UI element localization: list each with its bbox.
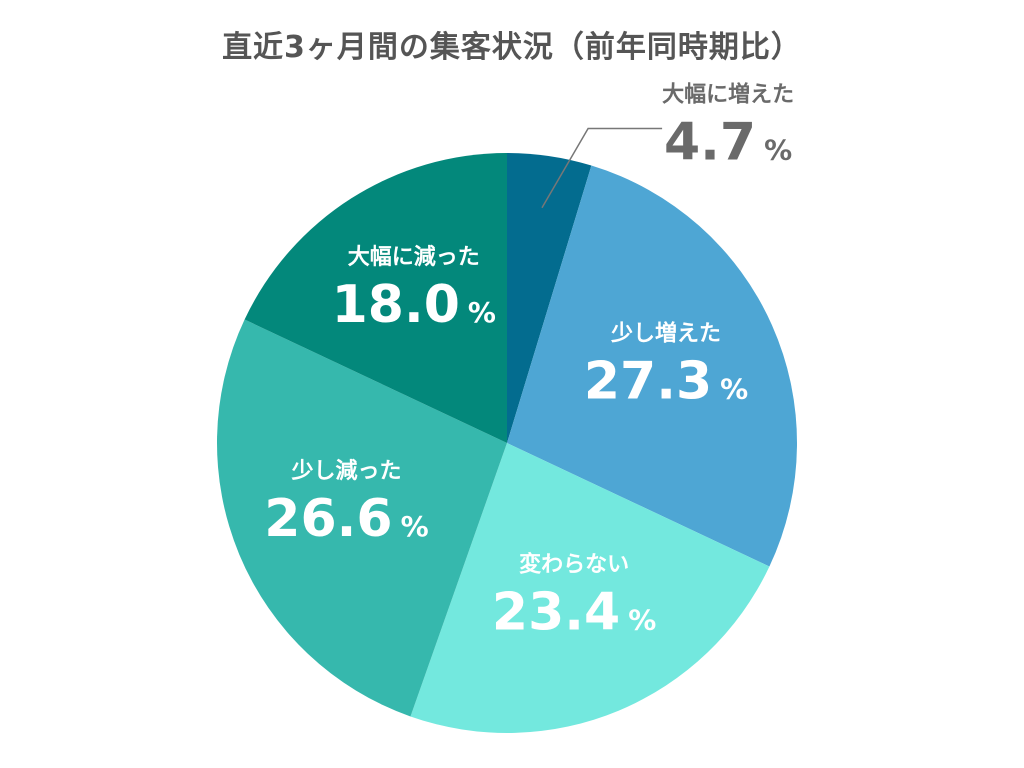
pie-slice-2 [507, 165, 798, 567]
leader-line-1 [541, 127, 663, 209]
pie-slice-5 [244, 153, 507, 443]
slice-value-5: 18.0% [332, 275, 496, 335]
slice-label-3: 変わらない [519, 552, 629, 578]
slice-label-2: 少し増えた [610, 320, 721, 346]
slice-label-1: 大幅に増えた [662, 81, 794, 107]
pie-slice-4 [217, 319, 507, 717]
slice-value-1: 4.7% [664, 112, 792, 172]
slice-value-2: 27.3% [584, 351, 748, 411]
pie-slice-3 [410, 443, 770, 734]
pie-slice-1 [507, 153, 592, 443]
chart-title: 直近3ヶ月間の集客状況（前年同時期比） [222, 30, 802, 65]
slice-label-4: 少し減った [290, 459, 401, 484]
slice-value-3: 23.4% [492, 583, 656, 643]
pie-labels: 大幅に増えた 4.7 % 少し増えた 27.3 % 変わらない 23.4 % 少し減った 26.6%… [264, 81, 794, 642]
slice-label-5: 大幅に減った [348, 245, 480, 270]
slice-value-4: 26.6% [264, 489, 428, 549]
pie-slices [217, 153, 798, 734]
